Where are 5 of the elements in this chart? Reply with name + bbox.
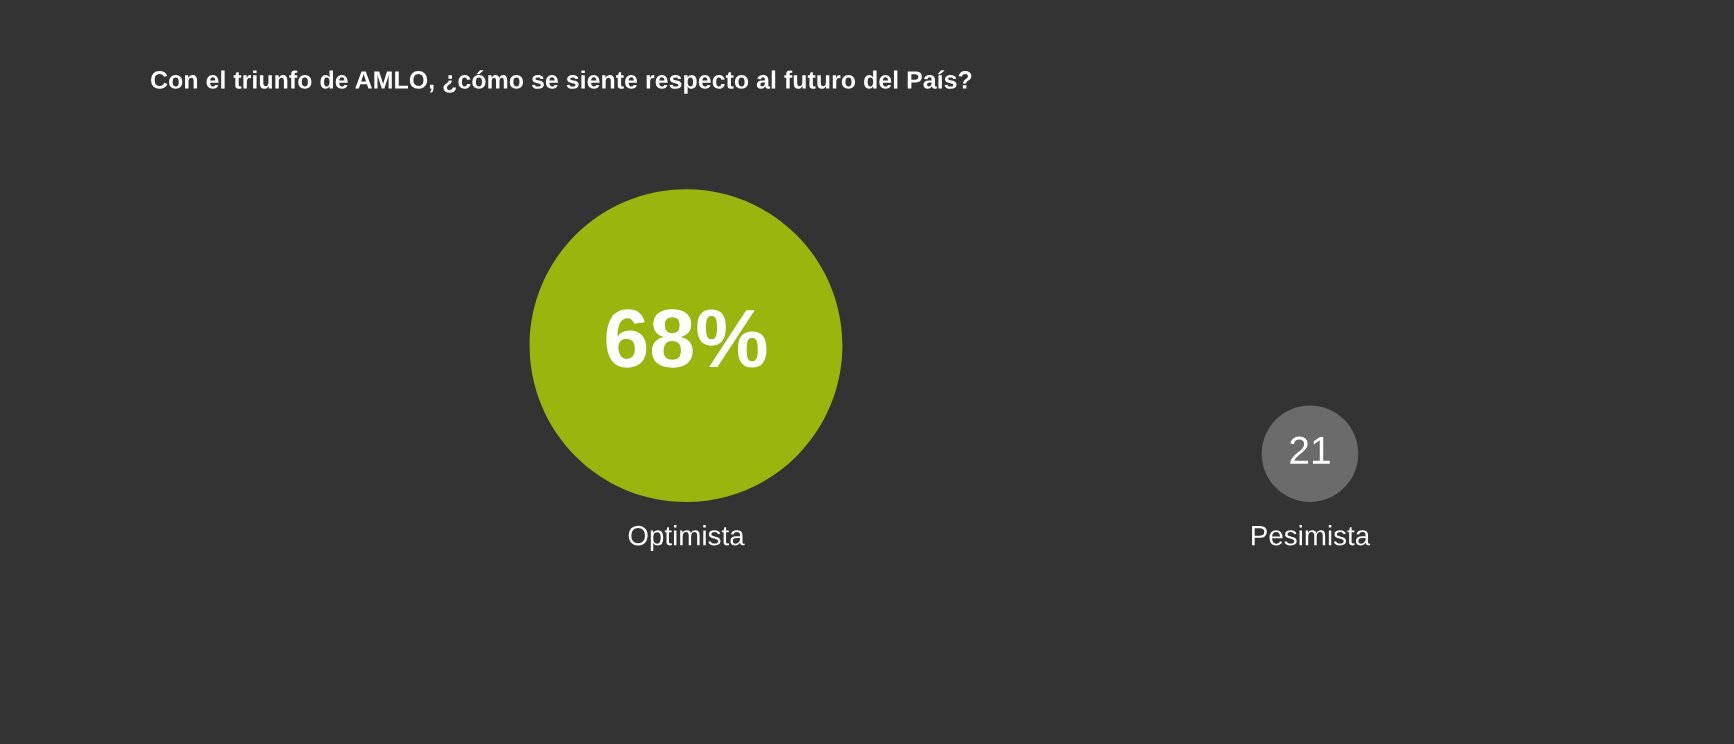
- data-label: 68%: [606, 309, 767, 368]
- category-label: Optimista: [628, 525, 745, 551]
- data-label: 21: [1290, 436, 1330, 464]
- text: Con el triunfo de AMLO, ¿cómo se siente respecto al futuro del País?: [151, 70, 972, 94]
- category-label: Pesimista: [1252, 525, 1371, 546]
